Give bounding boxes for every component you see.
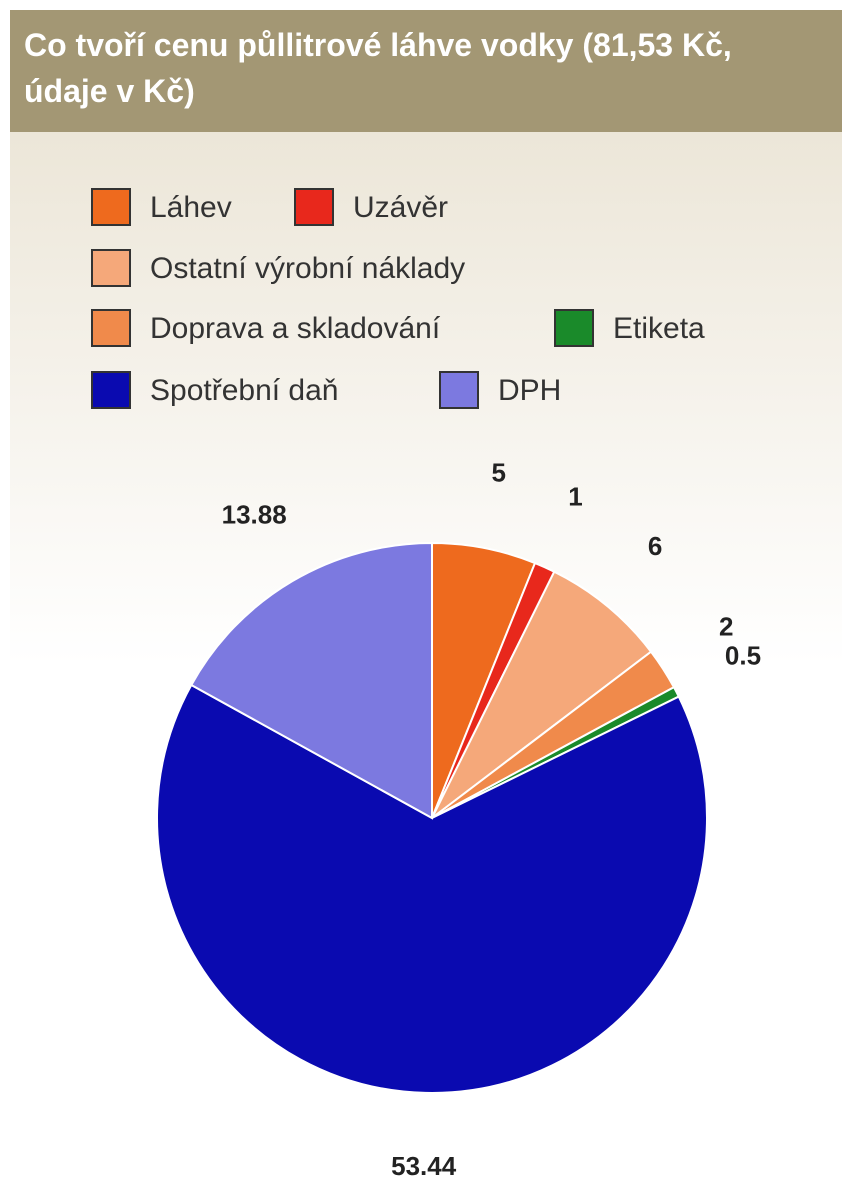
data-label: 5 (492, 457, 506, 487)
legend-swatch (554, 309, 594, 347)
data-label: 2 (719, 611, 733, 641)
pie (156, 541, 708, 1094)
legend-swatch (91, 188, 131, 226)
legend-label: Etiketa (613, 312, 705, 345)
legend-label: Uzávěr (353, 191, 448, 224)
data-label: 0.5 (725, 640, 761, 670)
legend-label: Láhev (150, 191, 232, 224)
legend-swatch (91, 309, 131, 347)
data-label: 1 (568, 482, 582, 512)
legend-swatch (91, 371, 131, 409)
legend-swatch (439, 371, 479, 409)
legend-label: Ostatní výrobní náklady (150, 252, 465, 285)
data-label: 6 (648, 531, 662, 561)
legend-swatch (294, 188, 334, 226)
pie-slice (431, 570, 653, 819)
data-label: 53.44 (391, 1151, 457, 1181)
legend-label: Spotřební daň (150, 374, 338, 407)
data-label: 13.88 (222, 499, 287, 529)
legend-swatch (91, 249, 131, 287)
legend-label: Doprava a skladování (150, 312, 441, 345)
title-box: Co tvoří cenu půllitrové láhve vodky (81… (24, 27, 732, 109)
data-labels: 5 1 6 20.5 53.44 13.88 (222, 457, 761, 1180)
title-bar (10, 10, 842, 132)
pie-slice (156, 683, 708, 1094)
legend: Láhev Uzávěr Ostatní výrobní náklady Doprav… (91, 188, 705, 409)
chart-title: Co tvoří cenu půllitrové láhve vodky (81… (24, 27, 732, 109)
pie-slice (189, 541, 433, 820)
legend-label: DPH (498, 374, 561, 407)
